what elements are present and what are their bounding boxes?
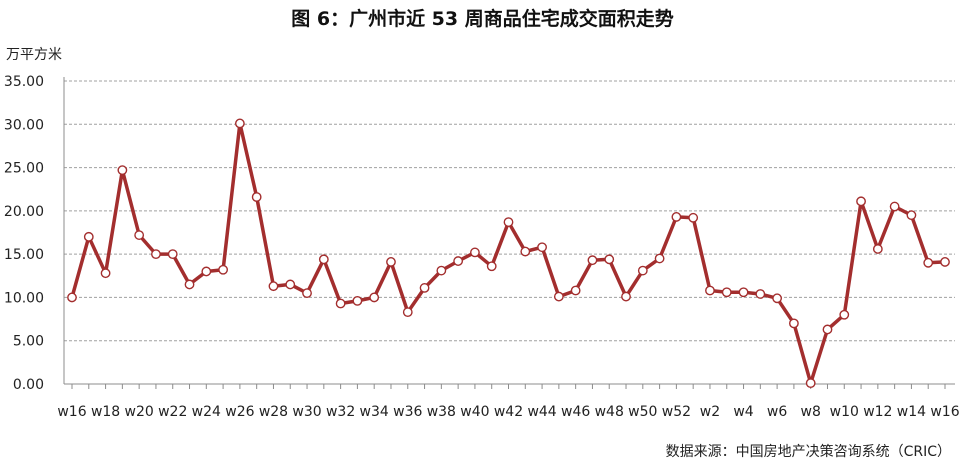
- x-tick-label: w6: [767, 404, 787, 420]
- x-tick-label: w4: [733, 404, 753, 420]
- x-tick-label: w38: [427, 404, 456, 420]
- data-point: [268, 281, 279, 292]
- data-point: [167, 249, 178, 260]
- series-line-layer: [70, 121, 947, 385]
- data-point: [436, 265, 447, 276]
- y-tick-label: 10.00: [4, 290, 44, 306]
- data-point: [839, 309, 850, 320]
- x-tick-label: w12: [863, 404, 892, 420]
- x-tick-label: w10: [830, 404, 859, 420]
- data-point: [352, 295, 363, 306]
- data-point: [83, 231, 94, 242]
- data-point: [151, 249, 161, 260]
- x-tick-label: w28: [259, 404, 288, 420]
- data-point: [906, 210, 917, 221]
- data-point: [386, 257, 396, 267]
- x-tick-label: w34: [360, 404, 389, 420]
- x-tick-label: w42: [494, 404, 523, 420]
- data-points: [67, 118, 950, 389]
- data-point: [889, 201, 900, 212]
- data-point: [570, 285, 581, 296]
- data-point: [705, 285, 715, 296]
- chart-title: 图 6：广州市近 53 周商品住宅成交面积走势: [291, 8, 674, 30]
- x-tick-label: w30: [292, 404, 321, 420]
- data-point: [419, 283, 430, 293]
- data-point: [537, 242, 547, 253]
- y-tick-label: 35.00: [4, 74, 44, 90]
- x-tick-label: w18: [91, 404, 120, 420]
- data-point: [520, 246, 531, 257]
- data-point: [772, 293, 783, 304]
- y-tick-label: 30.00: [4, 117, 44, 133]
- y-tick-label: 0.00: [13, 377, 44, 393]
- data-point: [503, 217, 514, 228]
- data-point: [637, 265, 648, 276]
- data-point: [654, 253, 665, 264]
- data-point: [335, 298, 346, 309]
- data-point: [688, 212, 699, 223]
- data-point: [201, 266, 212, 277]
- y-tick-label: 15.00: [4, 247, 44, 263]
- data-point: [805, 378, 816, 389]
- x-tick-label: w52: [662, 404, 691, 420]
- x-tick-label: w22: [158, 404, 187, 420]
- data-point: [755, 289, 766, 299]
- y-tick-label: 25.00: [4, 161, 44, 177]
- x-tick-label: w8: [801, 404, 821, 420]
- x-tick-label: w48: [595, 404, 624, 420]
- x-tick-label: w44: [527, 404, 556, 420]
- x-tick-labels: w16 w18 w20 w22 w24 w26 w28 w30 w32 w34 w36 w38 w40 w…: [57, 404, 959, 420]
- data-point: [117, 165, 128, 176]
- x-tick-label: w16: [57, 404, 86, 420]
- x-tick-label: w16: [930, 404, 959, 420]
- data-point: [856, 196, 866, 207]
- data-point: [218, 264, 228, 275]
- data-point: [470, 247, 480, 258]
- data-point: [587, 255, 598, 266]
- data-point: [604, 254, 615, 265]
- data-point: [553, 291, 564, 302]
- data-point: [486, 261, 497, 272]
- data-point: [100, 268, 111, 279]
- data-point: [671, 212, 682, 222]
- x-tick-label: w40: [460, 404, 489, 420]
- y-tick-label: 5.00: [13, 334, 44, 350]
- y-axis-unit-label: 万平方米: [6, 47, 62, 63]
- data-point: [738, 287, 749, 298]
- x-tick-label: w14: [897, 404, 926, 420]
- data-point: [369, 292, 380, 303]
- data-point: [621, 291, 631, 302]
- x-tick-label: w24: [192, 404, 221, 420]
- data-point: [251, 192, 262, 202]
- y-tick-labels: 0.00 5.00 10.00 15.00 20.00 25.00 30.00 35.00: [4, 74, 44, 393]
- data-point: [872, 244, 883, 254]
- data-point: [302, 288, 312, 298]
- data-point: [134, 230, 145, 240]
- data-point: [940, 257, 950, 267]
- data-point: [789, 318, 799, 329]
- data-point: [721, 287, 732, 298]
- data-point: [453, 256, 464, 266]
- data-point: [402, 307, 413, 318]
- data-source-note: 数据来源：中国房地产决策咨询系统（CRIC）: [665, 444, 951, 460]
- data-point: [318, 254, 329, 265]
- x-tick-label: w2: [700, 404, 720, 420]
- x-tick-label: w36: [393, 404, 422, 420]
- x-tick-label: w50: [628, 404, 657, 420]
- x-tick-label: w20: [125, 404, 154, 420]
- y-tick-label: 20.00: [4, 204, 44, 220]
- grid-lines: [64, 80, 955, 342]
- data-point: [822, 324, 833, 335]
- x-tick-label: w46: [561, 404, 590, 420]
- data-point: [923, 257, 934, 268]
- x-tick-label: w26: [225, 404, 254, 420]
- data-point: [184, 279, 195, 290]
- series-line: [70, 121, 947, 385]
- data-point: [234, 118, 245, 129]
- data-point: [285, 279, 296, 290]
- x-tick-label: w32: [326, 404, 355, 420]
- data-point: [67, 292, 77, 303]
